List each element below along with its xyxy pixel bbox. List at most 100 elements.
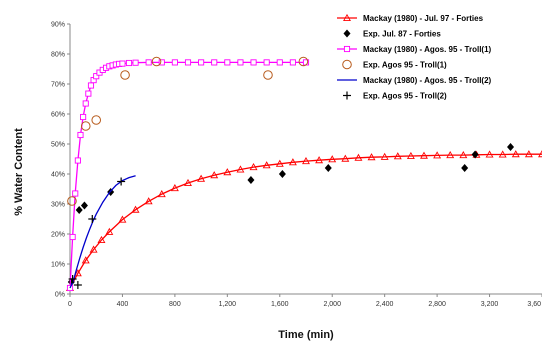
data-point: [80, 201, 88, 210]
data-point: [341, 154, 350, 162]
data-point: [68, 275, 77, 283]
data-point: [461, 164, 469, 172]
data-point: [249, 162, 258, 171]
legend-label: Mackay (1980) - Agos. 95 - Troll(1): [363, 45, 492, 54]
x-tick-label: 3,60: [527, 301, 541, 308]
data-point: [210, 171, 219, 179]
y-tick-label: 50%: [51, 142, 65, 149]
data-point: [262, 161, 271, 169]
x-tick-label: 1,600: [271, 301, 289, 308]
data-point: [184, 59, 192, 66]
data-point: [315, 156, 324, 164]
data-point: [184, 178, 192, 187]
legend-swatch-marker: [343, 45, 351, 53]
legend-swatch-marker: [343, 13, 351, 22]
data-point: [67, 196, 77, 206]
data-point: [446, 150, 455, 159]
legend-swatch-marker: [343, 91, 351, 100]
data-point: [498, 150, 507, 158]
data-point: [420, 151, 428, 159]
x-tick-label: 400: [117, 301, 129, 308]
data-point: [263, 70, 273, 80]
data-point: [223, 168, 232, 176]
y-tick-label: 80%: [51, 52, 65, 59]
x-tick-label: 3,200: [481, 301, 499, 308]
data-point: [85, 90, 92, 97]
data-point: [263, 59, 270, 66]
data-point: [117, 177, 126, 186]
series-2: [66, 59, 310, 292]
data-point: [118, 215, 127, 223]
data-point: [393, 152, 402, 160]
data-point: [151, 56, 162, 67]
data-point: [157, 189, 166, 198]
data-point: [538, 150, 542, 158]
data-point: [73, 281, 82, 289]
x-tick-label: 2,000: [323, 301, 341, 308]
data-point: [197, 174, 206, 182]
data-point: [171, 59, 178, 66]
data-point: [471, 150, 479, 159]
data-point: [145, 59, 152, 66]
series-4: [69, 175, 136, 289]
x-tick-label: 800: [169, 301, 181, 308]
legend-item: Mackay (1980) - Jul. 97 - Forties: [337, 13, 484, 23]
legend-item: Exp. Jul. 87 - Forties: [343, 29, 441, 39]
data-point: [275, 159, 284, 167]
data-point: [278, 170, 286, 178]
series-3: [67, 56, 309, 206]
data-point: [88, 215, 97, 223]
data-point: [77, 131, 84, 139]
x-tick-label: 1,200: [219, 301, 237, 308]
legend-item: Mackay (1980) - Agos. 95 - Troll(2): [337, 76, 492, 85]
data-point: [91, 115, 102, 125]
series-line: [69, 153, 542, 289]
legend-label: Exp. Jul. 87 - Forties: [363, 30, 441, 39]
data-point: [406, 151, 415, 160]
series-line: [69, 175, 136, 289]
series-5: [68, 177, 126, 289]
data-point: [119, 60, 126, 67]
legend: Mackay (1980) - Jul. 97 - Forties Exp. Ju…: [337, 13, 492, 101]
data-point: [125, 59, 133, 67]
y-tick-label: 0%: [55, 292, 65, 299]
legend-item: Exp. Agos 95 - Troll(1): [342, 59, 447, 70]
data-point: [198, 59, 205, 66]
y-axis-label: % Water Content: [13, 128, 25, 216]
data-point: [211, 59, 218, 66]
data-point: [298, 56, 309, 67]
x-axis-label: Time (min): [278, 329, 334, 341]
data-point: [276, 59, 283, 66]
data-point: [81, 256, 90, 264]
data-point: [97, 235, 106, 244]
y-tick-label: 60%: [51, 112, 65, 119]
data-point: [380, 152, 389, 160]
data-point: [170, 183, 179, 192]
data-point: [511, 150, 520, 158]
data-point: [131, 205, 140, 213]
x-tick-label: 0: [68, 301, 72, 308]
series-line: [69, 61, 306, 289]
data-point: [73, 269, 82, 277]
data-point: [524, 150, 533, 158]
data-point: [236, 165, 245, 173]
data-point: [80, 113, 87, 121]
y-tick-label: 10%: [51, 262, 65, 269]
data-point: [72, 190, 79, 197]
legend-label: Mackay (1980) - Jul. 97 - Forties: [363, 14, 484, 23]
data-point: [224, 59, 231, 66]
x-tick-label: 2,400: [376, 301, 394, 308]
data-point: [507, 143, 515, 151]
legend-item: Mackay (1980) - Agos. 95 - Troll(1): [337, 45, 492, 54]
legend-swatch-marker: [342, 59, 352, 70]
y-tick-label: 20%: [51, 232, 65, 239]
data-point: [367, 153, 376, 161]
data-point: [69, 233, 76, 241]
data-point: [89, 245, 98, 253]
legend-label: Exp. Agos 95 - Troll(2): [363, 92, 447, 101]
y-tick-label: 70%: [51, 82, 65, 89]
data-point: [250, 59, 257, 66]
data-point: [158, 59, 165, 66]
y-tick-label: 90%: [51, 22, 65, 29]
